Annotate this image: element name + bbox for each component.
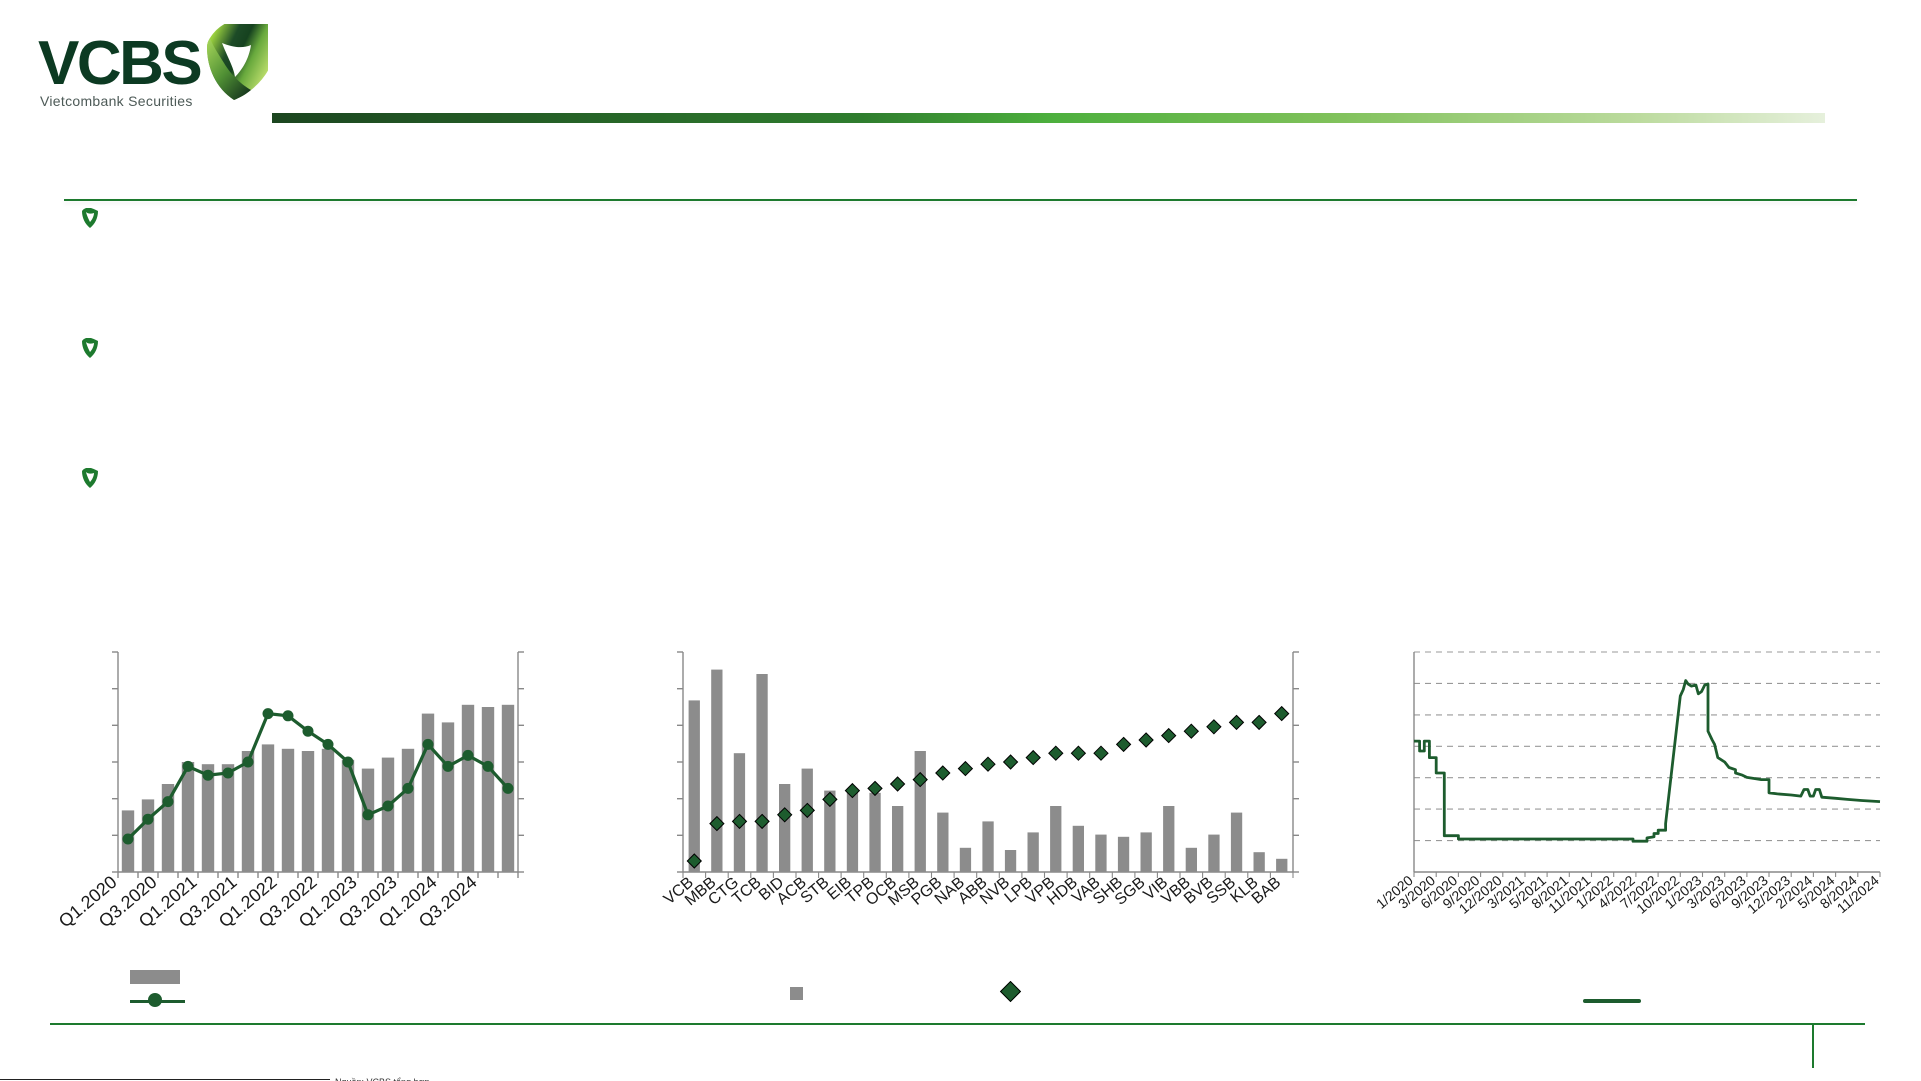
svg-text:VCBS: VCBS: [38, 29, 200, 98]
svg-text:Vietcombank Securities: Vietcombank Securities: [40, 93, 193, 109]
